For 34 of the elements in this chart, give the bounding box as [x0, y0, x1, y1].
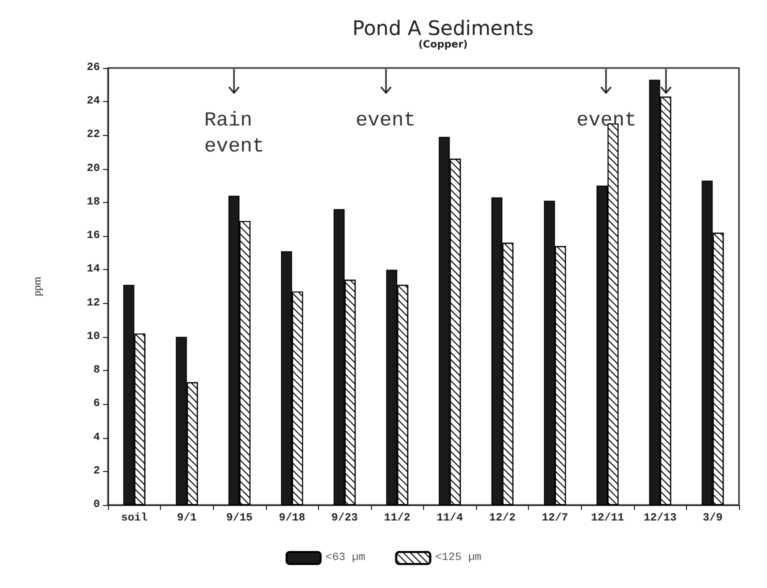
- y-tick-label: 14: [86, 264, 100, 276]
- legend-label: <63 µm: [326, 552, 366, 564]
- x-tick-label: 11/2: [384, 512, 410, 524]
- x-tick-label: 9/23: [331, 512, 358, 524]
- x-tick-label: 12/11: [591, 512, 624, 524]
- x-tick-label: soil: [121, 512, 148, 524]
- y-tick-label: 8: [93, 364, 100, 377]
- y-tick-label: 4: [93, 432, 100, 444]
- x-tick-label: 12/2: [489, 512, 516, 524]
- x-tick-label: 12/7: [542, 512, 568, 524]
- y-tick-label: 0: [93, 499, 100, 511]
- annotation: event: [356, 110, 416, 132]
- y-tick-label: 10: [86, 330, 100, 343]
- annotation: Rain event: [204, 110, 264, 158]
- x-tick-label: 9/18: [278, 512, 306, 524]
- y-tick-label: 24: [86, 96, 100, 108]
- chart-subtitle: (Copper): [418, 40, 468, 50]
- x-tick-label: 12/13: [644, 512, 678, 524]
- x-tick-label: 3/9: [702, 512, 723, 524]
- y-tick-label: 22: [86, 129, 100, 142]
- chart-title: Pond A Sediments: [352, 16, 534, 40]
- y-tick-label: 18: [86, 196, 100, 208]
- y-tick-label: 6: [93, 398, 100, 410]
- annotation: event: [576, 110, 637, 132]
- legend-label: <125 µm: [435, 552, 482, 564]
- y-tick-label: 2: [93, 465, 100, 478]
- x-tick-label: 9/1: [176, 512, 198, 524]
- y-tick-label: 16: [86, 230, 100, 242]
- y-tick-label: 12: [86, 297, 100, 310]
- y-tick-label: 20: [86, 162, 100, 175]
- x-tick-label: 9/15: [226, 512, 254, 524]
- y-tick-label: 26: [86, 62, 100, 74]
- x-tick-label: 11/4: [436, 512, 464, 524]
- y-axis-title: ppm: [32, 276, 44, 296]
